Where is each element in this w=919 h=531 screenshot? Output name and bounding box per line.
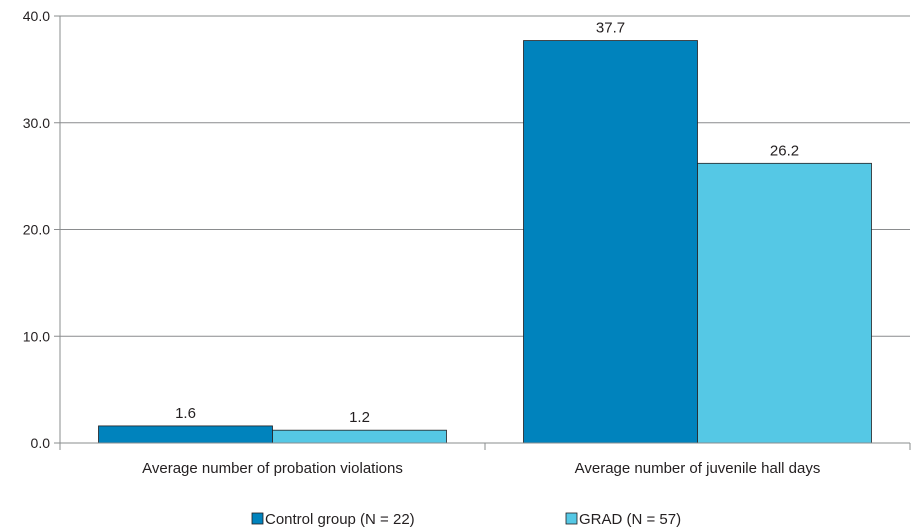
y-tick-label: 10.0 xyxy=(23,328,50,344)
category-label: Average number of juvenile hall days xyxy=(575,460,821,477)
y-tick-label: 20.0 xyxy=(23,222,50,238)
data-label: 1.6 xyxy=(175,405,196,422)
data-label: 1.2 xyxy=(349,409,370,426)
bar-control-0 xyxy=(98,425,273,444)
legend-label-control: Control group (N = 22) xyxy=(265,511,415,528)
data-label: 26.2 xyxy=(770,142,799,159)
y-tick-label: 40.0 xyxy=(23,8,50,24)
bar-grad-0 xyxy=(272,429,447,444)
legend-swatch-control xyxy=(251,512,264,525)
bars: 1.6 1.2 37.7 26.2 xyxy=(98,20,872,444)
data-label: 37.7 xyxy=(596,20,625,37)
bar-control-1 xyxy=(523,40,698,444)
y-tick-label: 0.0 xyxy=(31,435,51,451)
y-axis: 0.0 10.0 20.0 30.0 40.0 xyxy=(23,8,61,451)
category-label: Average number of probation violations xyxy=(142,460,403,477)
y-tick-label: 30.0 xyxy=(23,115,50,131)
legend-label-grad: GRAD (N = 57) xyxy=(579,511,681,528)
bar-grad-1 xyxy=(697,162,872,444)
legend-swatch-grad xyxy=(565,512,578,525)
x-axis: Average number of probation violations Av… xyxy=(59,442,911,477)
legend: Control group (N = 22) GRAD (N = 57) xyxy=(251,511,681,528)
